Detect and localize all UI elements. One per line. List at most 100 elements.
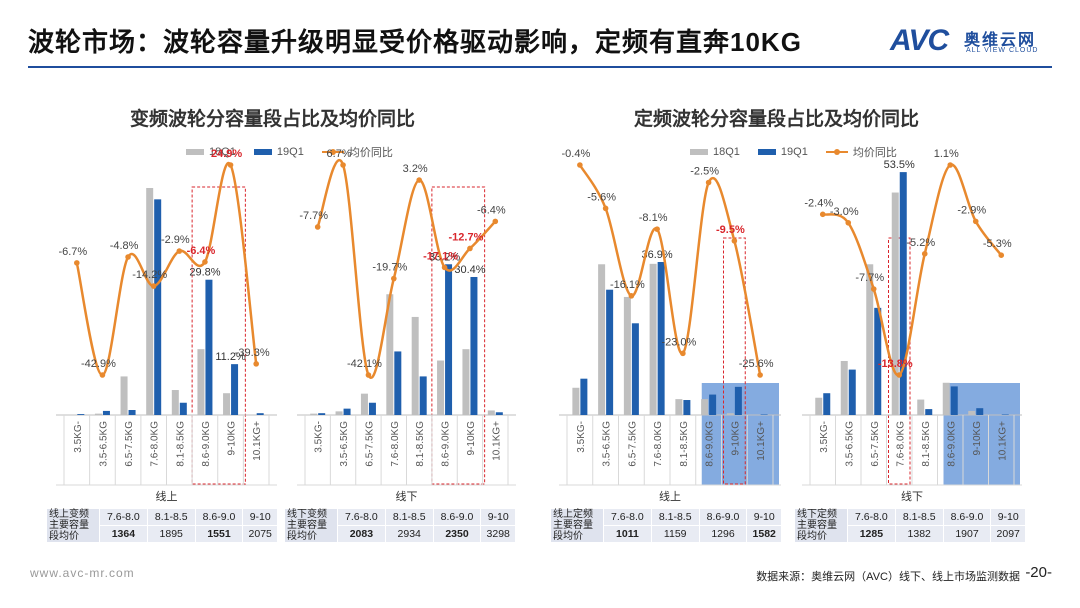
price-yoy-point xyxy=(74,260,80,266)
bar-data-label: 11.2% xyxy=(215,351,246,363)
price-yoy-point xyxy=(845,219,852,226)
bar-19q1 xyxy=(495,412,503,415)
bar-19q1 xyxy=(445,264,453,415)
line-data-label: -6.4% xyxy=(187,245,216,257)
price-yoy-line xyxy=(578,164,762,376)
category-label: 8.1-8.5KG xyxy=(175,421,186,467)
price-cell: 1382 xyxy=(894,525,944,543)
legend-item-19q1: 19Q1 xyxy=(757,146,808,158)
category-label: 8.6-9.0KG xyxy=(201,421,212,467)
legend-swatch-blue xyxy=(757,149,776,155)
bar-18q1 xyxy=(891,192,899,415)
category-label: 6.5-7.5KG xyxy=(124,421,135,467)
price-yoy-point xyxy=(602,205,609,212)
category-label: 8.6-9.0KG xyxy=(705,421,716,467)
category-label: 10.1KG+ xyxy=(997,421,1008,461)
category-label: 10.1KG+ xyxy=(756,421,767,461)
line-data-label: -42.1% xyxy=(347,358,382,370)
price-cell: 1907 xyxy=(942,525,992,543)
category-label: 3.5KG- xyxy=(819,421,830,453)
footer-website: www.avc-mr.com xyxy=(30,566,135,580)
line-data-label: -6.4% xyxy=(477,204,506,216)
table-label-cell: 线下定频 主要容量 段均价 xyxy=(794,508,848,543)
bar-19q1 xyxy=(154,199,162,415)
line-data-label: -13.8% xyxy=(878,358,913,370)
highlight-dashed-box xyxy=(191,186,246,485)
price-cell: 3298 xyxy=(480,525,516,543)
bar-19q1 xyxy=(419,376,427,415)
bar-19q1 xyxy=(205,279,213,415)
bar-18q1 xyxy=(726,413,734,415)
bar-19q1 xyxy=(657,262,665,415)
price-yoy-point xyxy=(947,162,954,168)
bar-18q1 xyxy=(462,349,470,415)
line-data-label: -5.3% xyxy=(983,238,1012,250)
logo-english-name: ALL VIEW CLOUD xyxy=(966,47,1039,54)
label-line: 主要容量 xyxy=(797,520,837,531)
table-label-cell: 线上定频 主要容量 段均价 xyxy=(550,508,604,543)
brand-logo: AVC 奥维云网 ALL VIEW CLOUD xyxy=(890,24,1060,60)
bar-18q1 xyxy=(649,263,657,415)
price-yoy-point xyxy=(654,226,660,232)
price-cell: 1285 xyxy=(847,525,896,543)
price-yoy-point xyxy=(176,248,183,254)
right-legend: 18Q1 19Q1 均价同比 xyxy=(690,144,897,160)
bar-19q1 xyxy=(874,307,882,415)
category-label: 7.6-8.0KG xyxy=(150,421,161,467)
range-cell: 7.6-8.0 xyxy=(603,508,652,526)
price-cell: 2097 xyxy=(990,525,1026,543)
price-cell: 1582 xyxy=(746,525,782,543)
price-yoy-point xyxy=(125,254,131,260)
price-cell: 1364 xyxy=(99,525,148,543)
bar-19q1 xyxy=(631,323,639,415)
category-label: 9-10KG xyxy=(972,421,983,456)
line-data-label: 1.1% xyxy=(934,148,959,160)
bar-19q1 xyxy=(128,410,136,415)
price-cell: 2075 xyxy=(242,525,278,543)
label-line: 段均价 xyxy=(797,531,827,542)
range-cell: 7.6-8.0 xyxy=(337,508,386,526)
label-line: 主要容量 xyxy=(553,520,593,531)
bar-19q1 xyxy=(231,364,239,415)
bar-19q1 xyxy=(925,409,933,415)
legend-label: 均价同比 xyxy=(852,147,897,159)
price-yoy-point xyxy=(467,245,473,252)
line-data-label: -9.5% xyxy=(716,224,745,236)
price-yoy-point xyxy=(680,350,686,357)
bar-18q1 xyxy=(675,399,683,415)
legend-item-19q1: 19Q1 xyxy=(253,146,304,158)
line-data-label: -0.4% xyxy=(562,148,591,160)
range-cell: 9-10 xyxy=(990,508,1026,526)
category-label: 7.6-8.0KG xyxy=(653,421,664,467)
bar-19q1 xyxy=(102,410,110,415)
legend-label: 19Q1 xyxy=(276,146,304,158)
label-line: 线上定频 xyxy=(553,509,593,520)
range-cell: 9-10 xyxy=(242,508,278,526)
table-row: 线上变频 主要容量 段均价 7.6-8.0 8.1-8.5 8.6-9.0 9-10 xyxy=(46,508,278,543)
legend-item-18q1: 18Q1 xyxy=(690,146,740,158)
group-label: 线上 xyxy=(156,489,178,503)
price-cell: 1159 xyxy=(650,525,700,543)
left-legend: 18Q1 19Q1 均价同比 xyxy=(186,144,393,160)
category-label: 7.6-8.0KG xyxy=(390,421,401,467)
line-data-label: -39.3% xyxy=(235,347,270,359)
bar-19q1 xyxy=(77,414,85,415)
line-data-label: -2.9% xyxy=(161,234,190,246)
legend-label: 均价同比 xyxy=(348,147,393,159)
label-line: 段均价 xyxy=(49,531,79,542)
highlight-dashed-box xyxy=(888,237,911,485)
logo-mark: AVC xyxy=(890,24,949,57)
bar-19q1 xyxy=(899,172,907,415)
table-row: 线下定频 主要容量 段均价 7.6-8.0 8.1-8.5 8.6-9.0 9-10 xyxy=(794,508,1026,543)
bar-18q1 xyxy=(572,387,580,415)
line-data-label: -2.5% xyxy=(690,166,719,178)
range-cell: 8.6-9.0 xyxy=(194,508,244,526)
header-divider xyxy=(28,66,1052,68)
table-row: 1011 1159 1296 1582 xyxy=(551,525,782,543)
price-yoy-point xyxy=(150,283,157,289)
group-label: 线上 xyxy=(659,489,681,503)
bar-19q1 xyxy=(950,386,958,415)
legend-swatch-blue xyxy=(253,149,272,155)
table-row: 1364 1895 1551 2075 xyxy=(47,525,278,543)
